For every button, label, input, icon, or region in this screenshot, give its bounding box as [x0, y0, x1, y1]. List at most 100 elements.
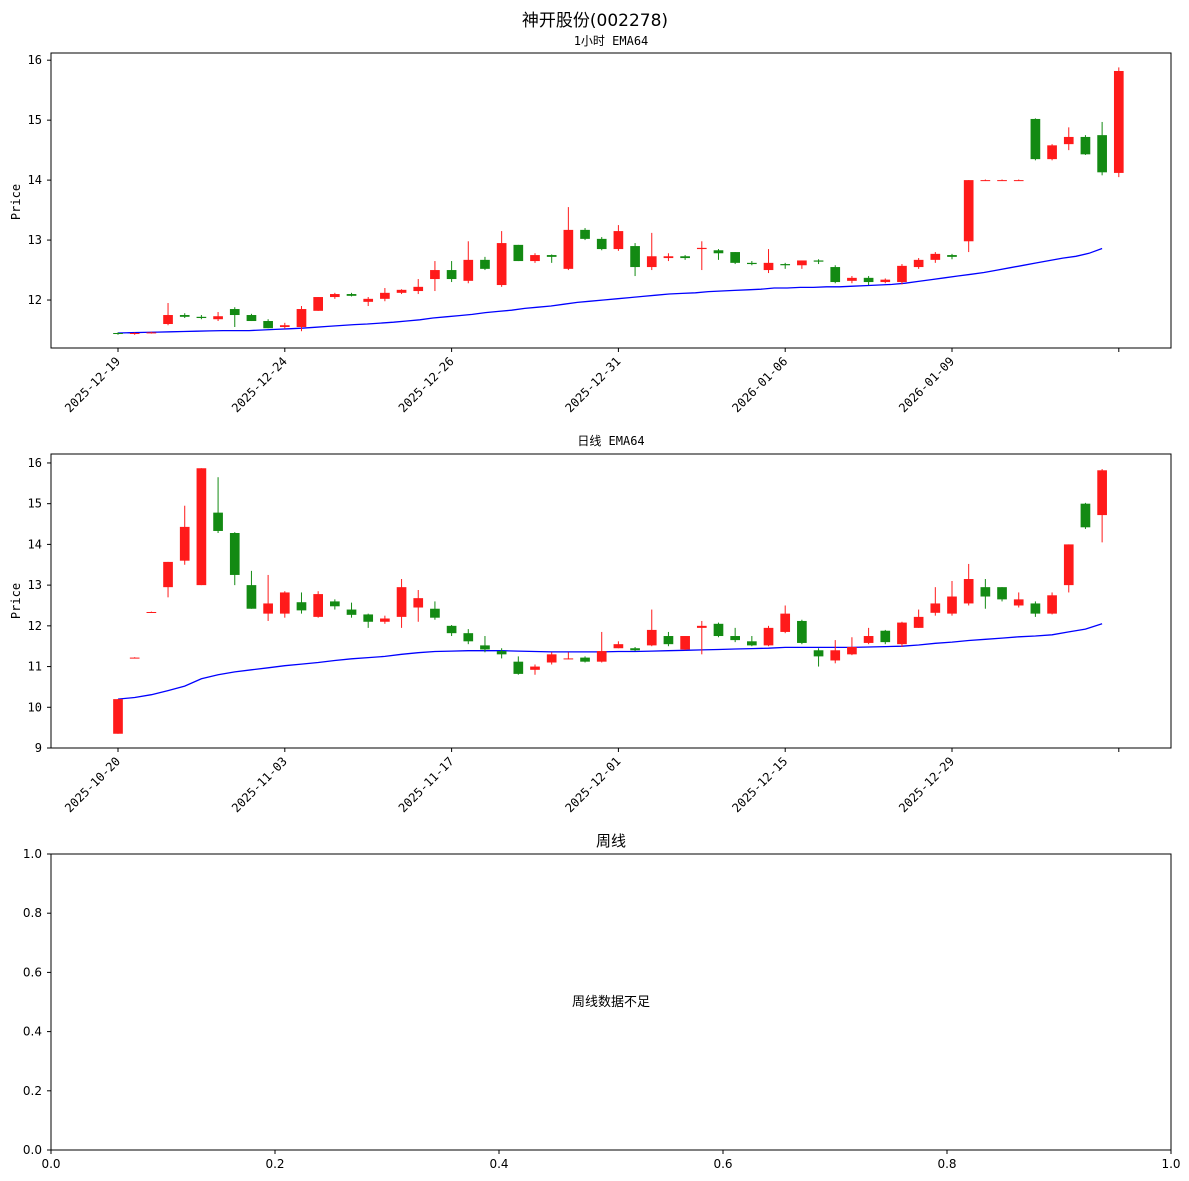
daily-candle-body — [1030, 603, 1041, 614]
daily-x-tick-label: 2025-12-15 — [729, 754, 790, 815]
hourly-candle — [229, 307, 240, 328]
daily-candle-body — [1080, 503, 1091, 528]
daily-candle-body — [346, 609, 357, 615]
hourly-candle-body — [196, 316, 207, 319]
daily-chart-title: 日线 EMA64 — [577, 434, 644, 448]
hourly-candle — [546, 254, 557, 263]
hourly-candle-body — [213, 316, 223, 320]
hourly-candle-body — [129, 333, 140, 335]
hourly-x-tick-label: 2025-12-19 — [62, 354, 123, 415]
daily-candle-body — [530, 666, 540, 670]
daily-candle-body — [363, 614, 374, 622]
hourly-candle-body — [396, 289, 407, 293]
hourly-candle — [1097, 121, 1107, 176]
daily-candle — [296, 592, 307, 614]
daily-plot-frame — [50, 453, 1172, 749]
hourly-x-tick-label: 2026-01-06 — [729, 354, 790, 415]
hourly-candle — [596, 237, 607, 251]
hourly-candle — [279, 322, 290, 329]
hourly-candle — [396, 289, 407, 295]
daily-candle — [980, 579, 991, 609]
daily-candle-body — [279, 592, 290, 614]
daily-x-tick-label: 2025-11-03 — [229, 754, 290, 815]
daily-candle — [630, 647, 640, 652]
hourly-candle-body — [630, 246, 640, 268]
daily-candle — [196, 468, 207, 586]
hourly-candle — [730, 252, 740, 265]
daily-candle-body — [430, 608, 440, 618]
hourly-candle-body — [930, 253, 941, 260]
daily-candle — [330, 599, 340, 610]
daily-candle-body — [913, 616, 924, 628]
daily-candle — [480, 636, 490, 653]
hourly-candle — [630, 243, 640, 277]
hourly-candle — [930, 252, 941, 263]
daily-x-tick-label: 2025-10-20 — [62, 754, 123, 815]
daily-candle-body — [413, 598, 424, 608]
hourly-ema-layer — [117, 247, 1103, 334]
daily-chart-panel: 日线 EMA64 Price 9 10 11 12 13 14 15 16 2025-10-2… — [9, 434, 1172, 815]
daily-candle — [530, 664, 540, 675]
hourly-candle — [1080, 135, 1091, 155]
daily-candle — [363, 613, 374, 628]
daily-candle-body — [880, 630, 891, 643]
daily-candle-body — [847, 647, 857, 655]
hourly-candle-body — [546, 255, 557, 257]
daily-candle-body — [179, 526, 190, 561]
hourly-candle — [163, 303, 173, 326]
daily-candle — [263, 574, 273, 621]
hourly-y-tick-label: 15 — [28, 113, 42, 127]
weekly-chart-title: 周线 — [596, 832, 626, 850]
daily-candles — [113, 468, 1107, 734]
hourly-candle-body — [113, 333, 123, 335]
hourly-candle — [563, 207, 574, 271]
hourly-candle-body — [463, 259, 474, 281]
daily-candle-body — [163, 561, 173, 588]
daily-candle-body — [513, 661, 524, 674]
weekly-y-tick-label: 0.2 — [23, 1084, 42, 1098]
weekly-x-ticks: 0.0 0.2 0.4 0.6 0.8 1.0 — [41, 1150, 1181, 1171]
hourly-candle-body — [179, 315, 190, 317]
hourly-candle — [129, 332, 140, 335]
daily-candle-body — [980, 587, 991, 597]
daily-candle — [947, 581, 957, 616]
daily-candle — [596, 631, 607, 663]
hourly-candle — [1030, 118, 1041, 161]
figure-title: 神开股份(002278) — [522, 11, 668, 31]
hourly-y-tick-label: 12 — [28, 293, 42, 307]
daily-candle — [580, 656, 590, 663]
daily-candle-body — [480, 645, 490, 650]
hourly-candle-body — [646, 256, 657, 268]
weekly-x-tick-label: 0.4 — [489, 1157, 508, 1171]
hourly-candle-body — [663, 256, 674, 259]
hourly-candle — [480, 256, 490, 271]
daily-candle — [346, 602, 357, 618]
daily-candle-body — [380, 618, 390, 622]
hourly-candle — [947, 253, 957, 260]
weekly-x-tick-label: 1.0 — [1161, 1157, 1180, 1171]
hourly-candle-body — [563, 229, 574, 269]
hourly-candle-body — [747, 262, 757, 265]
weekly-y-tick-label: 0.6 — [23, 965, 42, 979]
daily-candle — [897, 621, 907, 648]
hourly-y-ticks: 12 13 14 15 16 — [28, 53, 51, 307]
hourly-candle-body — [163, 315, 173, 325]
hourly-candle — [580, 228, 590, 241]
daily-candle — [546, 652, 557, 665]
daily-candle-body — [463, 633, 474, 642]
daily-candle-body — [680, 636, 690, 650]
hourly-candle-body — [146, 332, 157, 334]
daily-candle — [163, 561, 173, 598]
hourly-candle-body — [446, 270, 457, 280]
hourly-candle — [847, 276, 857, 284]
daily-candle-body — [546, 654, 557, 663]
hourly-candle — [863, 276, 874, 286]
hourly-candle-body — [530, 255, 540, 262]
daily-candle — [413, 590, 424, 622]
hourly-candle-body — [1047, 145, 1057, 160]
hourly-candle — [747, 261, 757, 266]
daily-x-tick-label: 2025-12-01 — [563, 754, 624, 815]
hourly-candle-body — [780, 264, 791, 266]
hourly-candle — [196, 315, 207, 320]
hourly-candle-body — [513, 244, 524, 262]
